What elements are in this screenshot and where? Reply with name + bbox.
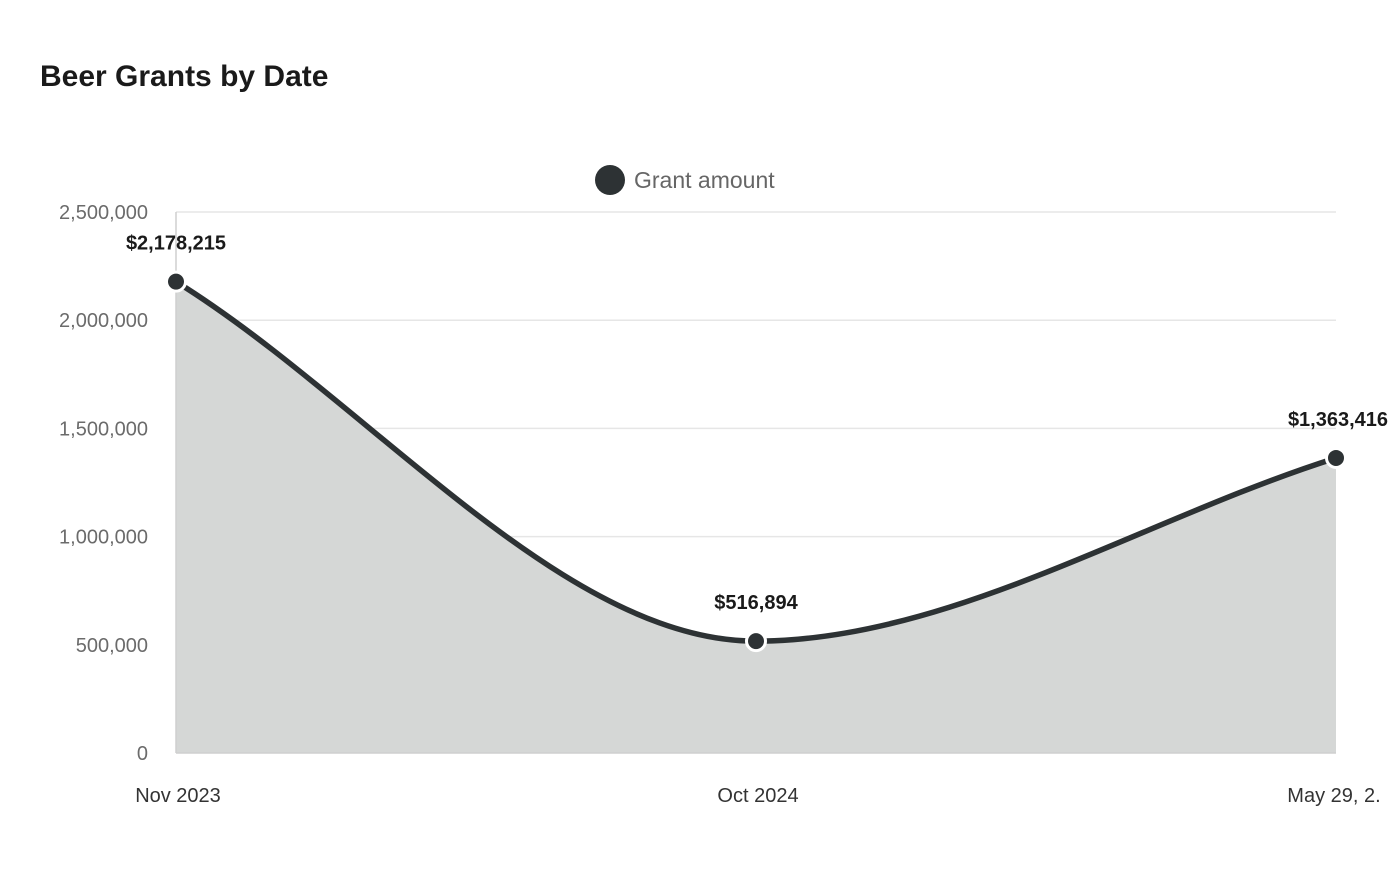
- series-area: [173, 278, 1339, 753]
- data-label: $2,178,215: [126, 233, 226, 255]
- y-tick-label: 2,500,000: [59, 202, 148, 224]
- chart-title: Beer Grants by Date: [40, 60, 329, 93]
- legend-marker: [595, 165, 625, 195]
- x-tick-label: Oct 2024: [717, 785, 798, 807]
- y-tick-label: 1,000,000: [59, 527, 148, 549]
- data-label: $1,363,416: [1288, 409, 1388, 431]
- y-tick-label: 500,000: [76, 635, 148, 657]
- data-point: [745, 630, 767, 653]
- y-tick-label: 0: [137, 743, 148, 765]
- x-tick-label: Nov 2023: [135, 785, 221, 807]
- axes: [175, 212, 1336, 754]
- legend[interactable]: Grant amount: [595, 165, 775, 195]
- x-axis-ticks: Nov 2023 Oct 2024 May 29, 2.: [135, 785, 1381, 807]
- x-tick-label: May 29, 2.: [1287, 785, 1380, 807]
- y-tick-label: 2,000,000: [59, 310, 148, 332]
- data-point: [1325, 446, 1347, 469]
- y-axis-ticks: 0 500,000 1,000,000 1,500,000 2,000,000 2,500…: [59, 202, 148, 765]
- area-fill: [176, 281, 1336, 753]
- data-point: [165, 270, 187, 293]
- data-points: [165, 270, 1347, 653]
- y-tick-label: 1,500,000: [59, 418, 148, 440]
- data-labels: $2,178,215 $516,894 $1,363,416: [126, 233, 1388, 615]
- data-label: $516,894: [714, 592, 798, 614]
- legend-label: Grant amount: [634, 167, 775, 193]
